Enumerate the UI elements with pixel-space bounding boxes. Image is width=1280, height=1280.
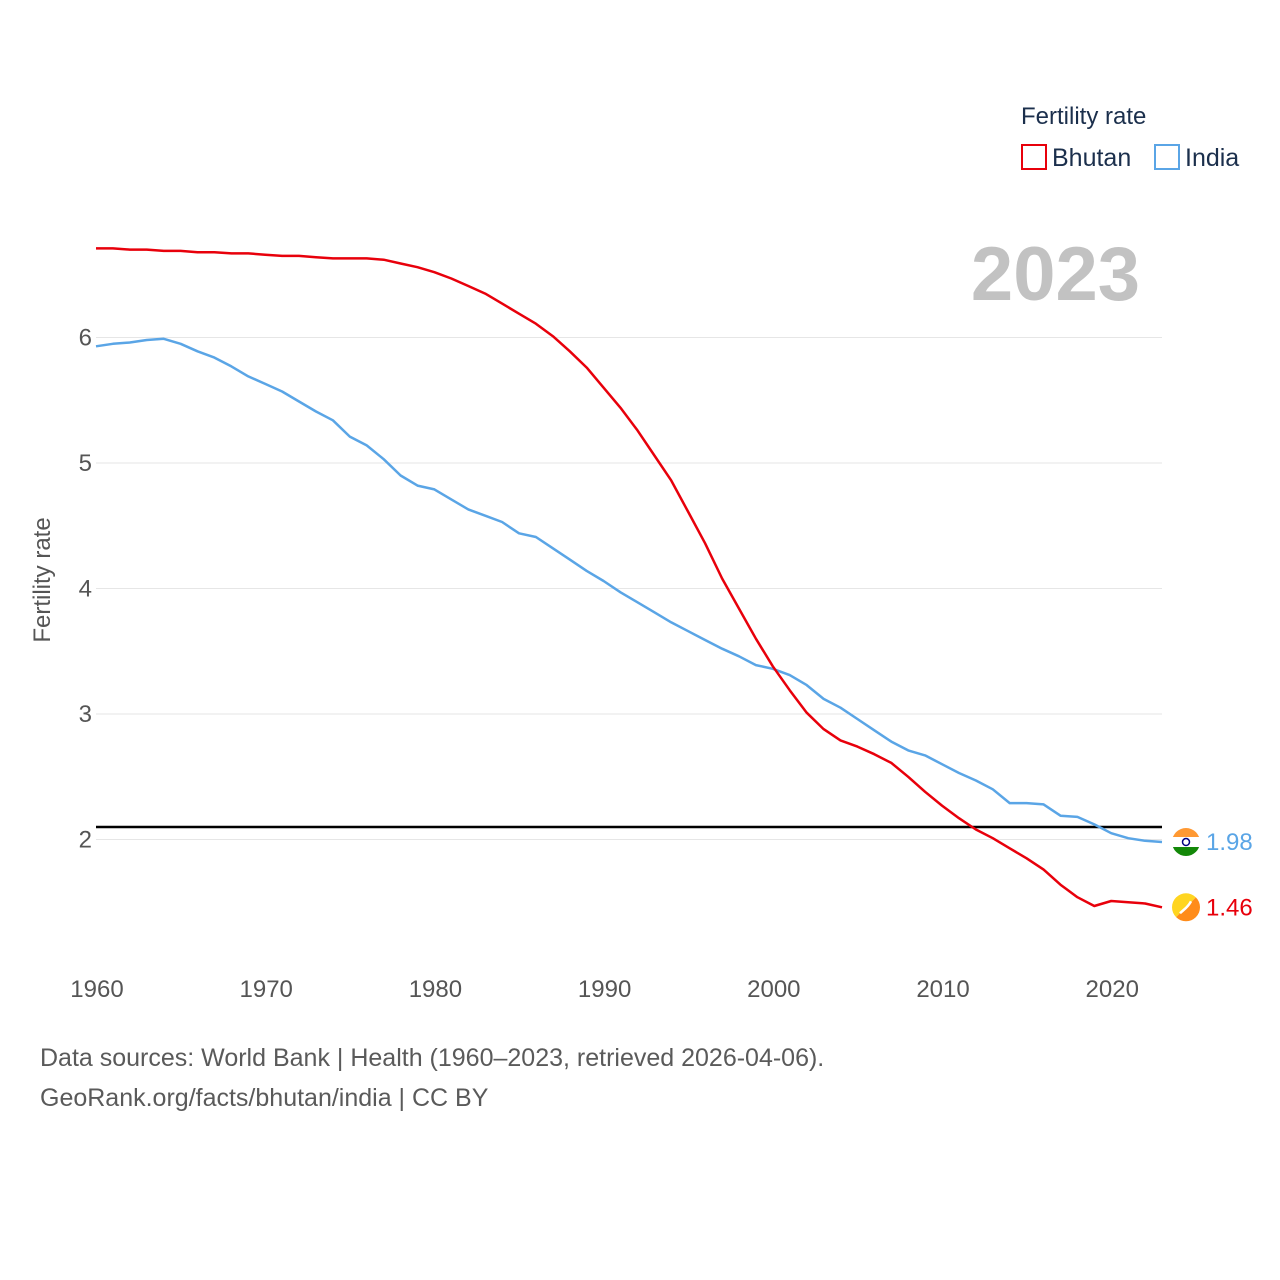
source-line-2[interactable]: GeoRank.org/facts/bhutan/india | CC BY xyxy=(40,1084,489,1112)
x-tick-label: 1970 xyxy=(240,976,293,1003)
bhutan-flag-icon xyxy=(1172,893,1200,922)
grid-lines xyxy=(96,337,1162,840)
x-tick-label: 2020 xyxy=(1086,976,1139,1003)
legend-label-bhutan: Bhutan xyxy=(1052,144,1131,172)
y-tick-label: 3 xyxy=(79,701,92,728)
y-axis-ticks: 2 3 4 5 6 xyxy=(79,325,92,854)
legend-item-india[interactable]: India xyxy=(1154,144,1239,172)
series-line-india xyxy=(95,337,1163,844)
x-tick-label: 2010 xyxy=(916,976,969,1003)
source-line-1: Data sources: World Bank | Health (1960–… xyxy=(40,1044,825,1072)
year-label: 2023 xyxy=(971,232,1140,317)
end-label-india: 1.98 xyxy=(1206,829,1253,856)
x-tick-label: 2000 xyxy=(747,976,800,1003)
series-lines xyxy=(95,247,1163,909)
end-label-bhutan: 1.46 xyxy=(1206,894,1253,921)
y-tick-label: 6 xyxy=(79,325,92,352)
legend-item-bhutan[interactable]: Bhutan xyxy=(1021,144,1131,172)
x-tick-label: 1990 xyxy=(578,976,631,1003)
legend-swatch-bhutan xyxy=(1021,144,1047,170)
legend-title: Fertility rate xyxy=(1021,103,1146,130)
india-flag-icon xyxy=(1172,828,1200,857)
y-tick-label: 5 xyxy=(79,450,92,477)
y-tick-label: 2 xyxy=(79,827,92,854)
legend-swatch-india xyxy=(1154,144,1180,170)
x-axis-ticks: 1960 1970 1980 1990 2000 2010 2020 xyxy=(70,976,1139,1003)
x-tick-label: 1960 xyxy=(70,976,123,1003)
y-axis-title: Fertility rate xyxy=(29,517,56,642)
legend: Fertility rate Bhutan India xyxy=(1021,103,1239,172)
legend-label-india: India xyxy=(1185,144,1239,172)
y-tick-label: 4 xyxy=(79,576,92,603)
x-tick-label: 1980 xyxy=(409,976,462,1003)
series-line-bhutan xyxy=(96,247,1163,909)
